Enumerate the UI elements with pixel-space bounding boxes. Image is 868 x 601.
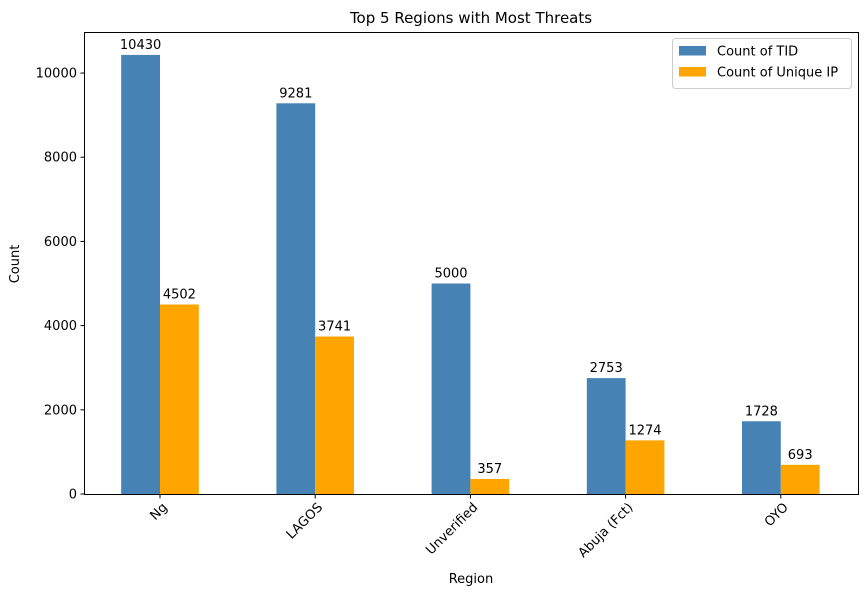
legend-swatch-count-of-unique-ip	[679, 67, 706, 77]
bar-count-of-tid-4	[742, 421, 781, 494]
y-tick-label: 2000	[44, 403, 77, 418]
data-label: 9281	[279, 86, 312, 101]
legend: Count of TID Count of Unique IP	[672, 38, 852, 89]
data-label: 5000	[434, 267, 467, 282]
y-axis-label: Count	[8, 245, 23, 284]
data-label: 10430	[120, 38, 161, 53]
data-label: 1728	[745, 404, 778, 419]
y-tick-label: 10000	[36, 67, 77, 82]
chart-title: Top 5 Regions with Most Threats	[349, 9, 592, 27]
bar-count-of-tid-2	[431, 283, 471, 494]
bar-count-of-tid-1	[276, 103, 316, 495]
bar-count-of-unique-ip-1	[315, 336, 354, 494]
data-label: 2753	[590, 361, 623, 376]
y-tick-label: 4000	[44, 319, 77, 334]
x-axis-label: Region	[449, 572, 494, 587]
x-tick-label: LAGOS	[284, 500, 326, 542]
bar-count-of-unique-ip-3	[625, 440, 665, 494]
data-labels-group: 10430 9281 5000 2753 1728 4502 3741 357 1274 693	[120, 38, 813, 477]
x-tick-label: Abuja (Fct)	[576, 500, 637, 561]
bars-group	[121, 54, 820, 495]
bar-count-of-unique-ip-0	[160, 304, 199, 494]
x-tick-label: Ng	[148, 500, 171, 523]
data-label: 693	[788, 448, 813, 463]
legend-label: Count of TID	[717, 45, 798, 60]
data-label: 4502	[163, 287, 196, 302]
bar-count-of-tid-3	[586, 378, 626, 494]
data-label: 3741	[318, 320, 351, 335]
legend-box	[672, 38, 852, 89]
x-tick-label: Unverified	[423, 500, 481, 558]
legend-swatch-count-of-tid	[679, 46, 706, 56]
legend-label: Count of Unique IP	[717, 66, 838, 81]
bar-count-of-unique-ip-4	[780, 464, 820, 494]
x-axis: Ng LAGOS Unverified Abuja (Fct) OYO	[148, 494, 792, 561]
y-tick-label: 6000	[44, 235, 77, 250]
y-tick-label: 8000	[44, 151, 77, 166]
data-label: 357	[477, 462, 502, 477]
y-axis: 0 2000 4000 6000 8000 10000	[36, 67, 85, 503]
x-tick-label: OYO	[762, 500, 792, 530]
data-label: 1274	[628, 423, 661, 438]
plot-frame	[84, 32, 859, 495]
bar-count-of-tid-0	[121, 54, 160, 495]
bar-count-of-unique-ip-2	[470, 478, 510, 494]
y-tick-label: 0	[69, 488, 77, 503]
